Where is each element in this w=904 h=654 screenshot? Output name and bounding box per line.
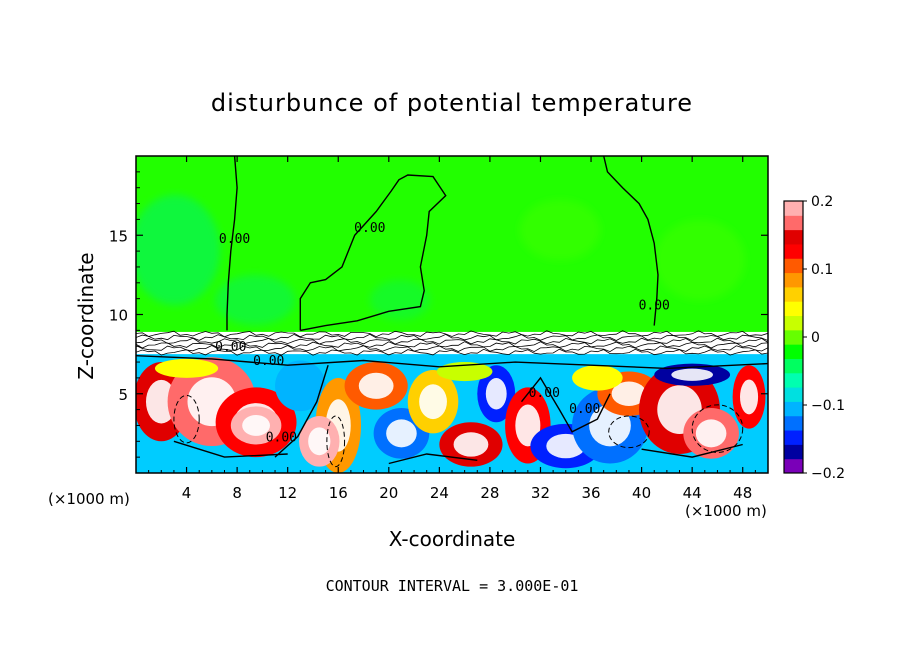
negative-contour: [691, 404, 744, 453]
eddy-core: [242, 414, 270, 436]
eddy-core: [453, 432, 489, 457]
contour-lines: [136, 156, 768, 468]
colorbar-tick-label: −0.2: [811, 466, 845, 482]
colorbar-swatch: [784, 415, 803, 431]
colorbar: 0.2 0.1 0 −0.1 −0.2: [783, 194, 845, 482]
colorbar-swatch: [784, 458, 803, 474]
eddy-fill: [436, 362, 493, 382]
x-tick-label: 32: [531, 484, 550, 502]
y-axis: 5 10 15: [109, 171, 768, 458]
layer-contour: [136, 341, 768, 349]
x-tick-label: 20: [379, 484, 398, 502]
x-unit-left: (×1000 m): [48, 490, 130, 508]
contour-labels: 0.00 0.00 0.00 0.00 0.00 0.00 0.00 0.00: [215, 221, 670, 445]
x-tick-label: 4: [182, 484, 192, 502]
inversion-layer: [136, 330, 768, 356]
x-axis: 4 8 12 16 20 24 28 32 36 40 44 48: [148, 156, 756, 502]
y-axis-label: Z-coordinate: [74, 252, 98, 379]
eddy-fill: [275, 360, 326, 412]
x-axis-label: X-coordinate: [389, 527, 516, 551]
eddy-core: [740, 379, 759, 415]
colorbar-swatch: [784, 201, 803, 216]
colorbar-swatch: [784, 358, 803, 374]
colorbar-swatch: [784, 286, 803, 302]
eddy-core: [671, 368, 714, 381]
zero-contour: [603, 156, 659, 326]
layer-contour: [136, 348, 768, 356]
contour-label: 0.00: [639, 299, 670, 314]
colorbar-swatch: [784, 258, 803, 274]
x-tick-label: 16: [329, 484, 348, 502]
eddy-core: [419, 384, 447, 420]
zero-contour: [520, 376, 611, 433]
x-tick-label: 28: [480, 484, 499, 502]
layer-contour: [136, 333, 768, 342]
x-tick-label: 44: [683, 484, 702, 502]
colorbar-tick-label: 0.2: [811, 194, 833, 210]
x-tick-label: 24: [430, 484, 449, 502]
eddy-core: [695, 419, 727, 448]
colorbar-swatch: [784, 229, 803, 245]
eddy-core: [358, 372, 394, 399]
zero-contour: [388, 453, 478, 465]
colorbar-swatch: [784, 401, 803, 417]
zero-contour: [641, 443, 743, 458]
x-tick-label: 36: [581, 484, 600, 502]
colorbar-swatch: [784, 329, 803, 345]
colorbar-swatch: [784, 444, 803, 460]
x-tick-label: 12: [278, 484, 297, 502]
contour-interval-note: CONTOUR INTERVAL = 3.000E-01: [326, 577, 579, 595]
colorbar-tick-label: 0: [811, 330, 820, 346]
x-tick-label: 8: [232, 484, 242, 502]
negative-contour: [608, 415, 650, 449]
x-tick-label: 40: [632, 484, 651, 502]
contour-label: 0.00: [354, 221, 385, 236]
colorbar-swatch: [784, 315, 803, 331]
chart-title: disturbunce of potential temperature: [211, 89, 693, 117]
eddy-fill: [154, 358, 219, 378]
x-unit-right: (×1000 m): [685, 502, 767, 520]
colorbar-tick-label: −0.1: [811, 398, 845, 414]
contour-label: 0.00: [215, 340, 246, 355]
colorbar-swatch: [784, 272, 803, 288]
contour-label: 0.00: [569, 402, 600, 417]
negative-contour: [326, 415, 346, 468]
zero-contour: [136, 355, 768, 370]
eddy-core: [515, 404, 541, 447]
x-tick-label: 48: [733, 484, 752, 502]
y-tick-label: 10: [109, 307, 128, 325]
eddy-core: [485, 378, 507, 410]
colorbar-swatch: [784, 344, 803, 359]
layer-contour: [136, 345, 768, 353]
eddy-fill: [572, 365, 623, 391]
zero-contour: [299, 174, 447, 332]
colorbar-swatch: [784, 387, 803, 402]
colorbar-swatch: [784, 243, 803, 259]
colorbar-swatch: [784, 215, 803, 231]
contour-label: 0.00: [266, 430, 297, 445]
contour-label: 0.00: [219, 232, 250, 247]
contour-label: 0.00: [253, 354, 284, 369]
zero-contour: [173, 440, 288, 458]
upper-field: [136, 195, 745, 325]
colorbar-swatch: [784, 301, 803, 317]
zero-contour: [274, 364, 329, 458]
contour-label: 0.00: [529, 386, 560, 401]
y-tick-label: 15: [109, 227, 128, 245]
negative-contour: [173, 394, 200, 444]
colorbar-tick-label: 0.1: [811, 262, 833, 278]
plot-area: 0.00 0.00 0.00 0.00 0.00 0.00 0.00 0.00: [136, 156, 768, 473]
colorbar-swatch: [784, 372, 803, 388]
eddy-core: [145, 379, 177, 424]
layer-contour: [136, 330, 768, 338]
zero-contour: [226, 156, 238, 331]
y-tick-label: 5: [118, 386, 128, 404]
eddy-core: [611, 381, 647, 406]
colorbar-swatch: [784, 430, 803, 445]
eddy-core: [386, 419, 417, 448]
layer-contour: [136, 337, 768, 345]
eddy-core: [308, 427, 331, 456]
